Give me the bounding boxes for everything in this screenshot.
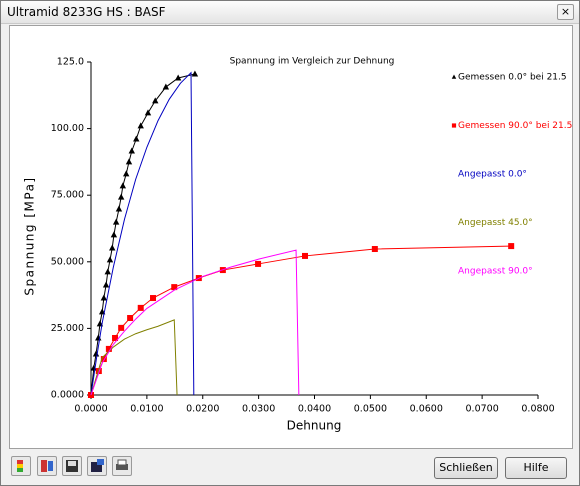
data-point — [92, 350, 100, 357]
data-point — [127, 315, 134, 322]
chart-title: Spannung im Vergleich zur Dehnung — [230, 57, 395, 67]
data-point — [102, 281, 110, 288]
x-tick-label: 0.0800 — [521, 404, 554, 415]
data-point — [104, 268, 111, 275]
legend-label: Angepasst 0.0° — [458, 170, 527, 180]
x-tick-label: 0.0600 — [410, 404, 443, 415]
icon-save[interactable] — [62, 456, 82, 476]
data-point — [255, 260, 262, 267]
data-point — [123, 170, 130, 177]
x-tick-label: 0.0000 — [74, 404, 107, 415]
series-line — [90, 71, 195, 396]
data-point — [90, 364, 97, 371]
data-point — [119, 182, 127, 189]
data-point — [106, 256, 114, 263]
data-point — [162, 83, 170, 90]
x-tick-label: 0.0100 — [130, 404, 163, 415]
title-bar: Ultramid 8233G HS : BASF × — [1, 1, 579, 24]
data-point — [95, 368, 102, 375]
data-point — [137, 304, 144, 311]
legend-symbol — [451, 74, 457, 79]
data-point — [174, 74, 182, 81]
data-point — [191, 70, 199, 77]
data-point — [100, 356, 107, 363]
data-point — [118, 324, 125, 331]
data-point — [110, 231, 118, 238]
help-button[interactable]: Hilfe — [505, 457, 567, 479]
legend-label: Angepasst 90.0° — [458, 267, 533, 277]
y-tick-label: 0.0000 — [51, 390, 84, 401]
icon-options[interactable] — [37, 456, 57, 476]
data-point — [171, 284, 178, 291]
series-line — [90, 245, 512, 396]
series-line — [90, 249, 300, 396]
close-x[interactable]: × — [557, 4, 574, 20]
legend-label: Gemessen 0.0° bei 21.5 — [458, 73, 567, 83]
data-point — [109, 244, 116, 251]
data-point — [508, 243, 515, 250]
data-point — [112, 218, 120, 225]
data-point — [112, 334, 119, 341]
y-tick-label: 100.00 — [51, 123, 84, 134]
icon-color[interactable] — [11, 456, 31, 476]
y-tick-label: 50.000 — [51, 256, 84, 267]
legend-label: Gemessen 90.0° bei 21.5 — [458, 121, 572, 131]
chart-panel: 0.0000 25.000 50.000 75.000 100.00 125.0 0.000… — [9, 25, 573, 449]
x-tick-label: 0.0400 — [298, 404, 331, 415]
chart: 0.0000 25.000 50.000 75.000 100.00 125.0 0.000… — [23, 57, 573, 433]
x-tick-label: 0.0300 — [242, 404, 275, 415]
y-axis-label: Spannung [MPa] — [23, 176, 37, 295]
data-point — [100, 294, 108, 301]
legend-label: Angepasst 45.0° — [458, 218, 533, 228]
data-point — [302, 252, 309, 259]
series-line — [90, 319, 178, 396]
data-point — [128, 147, 135, 154]
data-point — [144, 109, 152, 116]
y-tick-label: 75.000 — [51, 190, 84, 201]
data-point — [133, 135, 140, 142]
x-tick-label: 0.0500 — [354, 404, 387, 415]
close-button[interactable]: Schließen — [434, 457, 498, 479]
y-tick-label: 125.0 — [57, 57, 84, 68]
y-tick-label: 25.000 — [51, 323, 84, 334]
data-point — [105, 345, 112, 352]
data-point — [115, 205, 123, 212]
window-title: Ultramid 8233G HS : BASF — [7, 5, 166, 19]
icon-print[interactable] — [112, 456, 132, 476]
data-point — [150, 295, 157, 302]
data-point — [371, 246, 378, 253]
legend-symbol — [451, 123, 457, 128]
data-point — [152, 97, 159, 104]
x-axis-label: Dehnung — [287, 419, 342, 433]
x-tick-label: 0.0700 — [466, 404, 499, 415]
data-point — [125, 158, 133, 165]
data-point — [137, 122, 144, 129]
icon-export[interactable] — [87, 456, 107, 476]
data-point — [117, 193, 125, 200]
x-tick-label: 0.0200 — [186, 404, 219, 415]
